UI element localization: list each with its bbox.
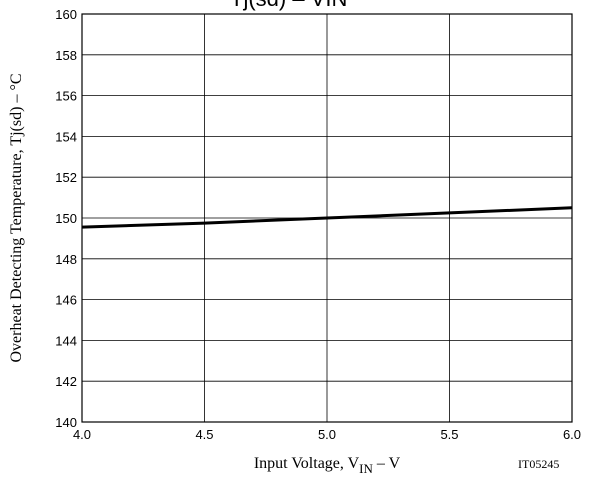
x-axis-label-subscript: IN	[359, 461, 373, 476]
y-tick-label-4: 148	[55, 252, 77, 267]
x-tick-label-4: 6.0	[563, 427, 581, 442]
plot-frame	[81, 13, 573, 423]
series-layer	[81, 206, 573, 229]
y-tick-label-2: 144	[55, 333, 77, 348]
y-tick-label-8: 156	[55, 89, 77, 104]
figure-code: IT05245	[518, 457, 559, 471]
y-tick-label-5: 150	[55, 211, 77, 226]
x-tick-label-0: 4.0	[73, 427, 91, 442]
y-tick-label-3: 146	[55, 293, 77, 308]
chart-title: Tj(sd) – VIN	[230, 0, 347, 11]
x-tick-label-1: 4.5	[195, 427, 213, 442]
y-tick-label-9: 158	[55, 48, 77, 63]
y-tick-label-0: 140	[55, 415, 77, 430]
x-axis-label-suffix: – V	[373, 455, 401, 472]
y-tick-label-7: 154	[55, 129, 77, 144]
chart-title-text: Tj(sd) – VIN	[230, 0, 347, 11]
series-line-0	[81, 206, 573, 229]
x-axis-label-prefix: Input Voltage, V	[254, 455, 360, 472]
y-tick-label-10: 160	[55, 7, 77, 22]
x-axis-label: Input Voltage, VIN – V	[254, 455, 401, 476]
plot-area	[81, 13, 573, 423]
y-axis-label: Overheat Detecting Temperature, Tj(sd) –…	[8, 73, 25, 362]
x-tick-label-2: 5.0	[318, 427, 336, 442]
y-tick-label-6: 152	[55, 170, 77, 185]
y-tick-labels: 140 142 144 146 148 150 152 154 156 158 160	[55, 7, 77, 430]
x-tick-labels: 4.0 4.5 5.0 5.5 6.0	[73, 427, 581, 442]
x-tick-label-3: 5.5	[440, 427, 458, 442]
y-tick-label-1: 142	[55, 374, 77, 389]
